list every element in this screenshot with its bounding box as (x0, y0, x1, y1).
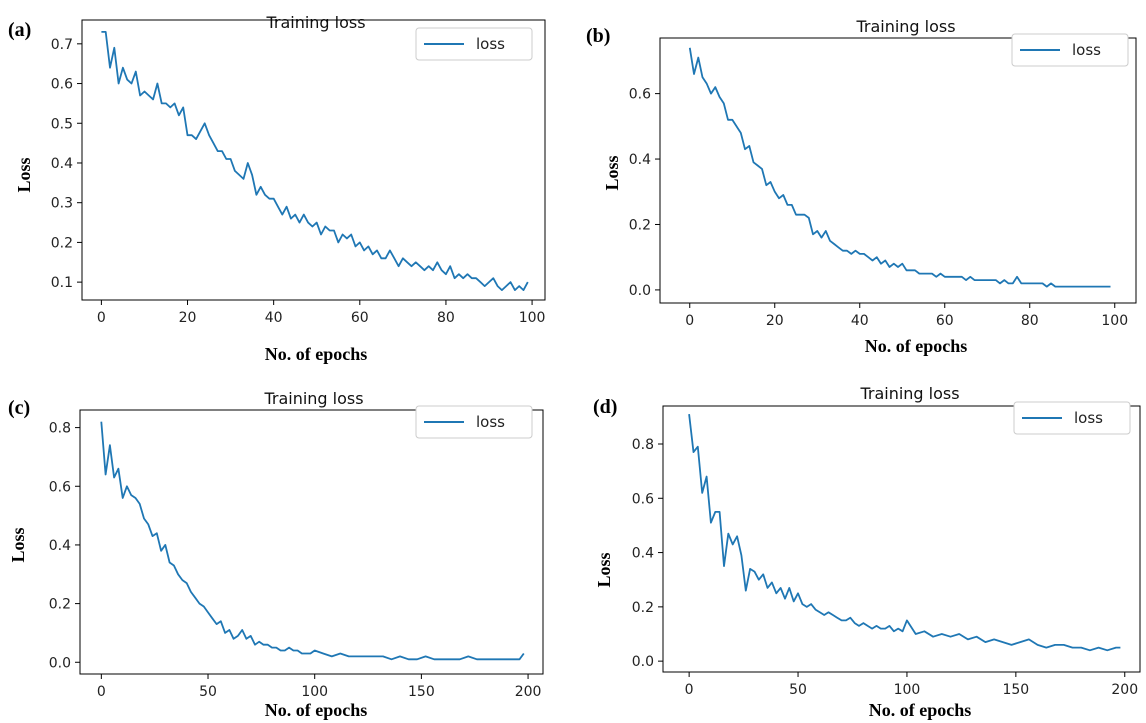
y-tick-label: 0.0 (632, 654, 654, 670)
legend-box (415, 27, 533, 61)
series-line-loss (101, 30, 529, 292)
x-tick-label: 50 (199, 684, 217, 700)
y-tick-label: 0.0 (629, 283, 651, 299)
y-tick-label: 0.6 (49, 479, 71, 495)
x-tick-label: 50 (789, 682, 807, 698)
y-tick-label: 0.0 (49, 655, 71, 671)
y-tick-label: 0.6 (629, 87, 651, 103)
x-tick-label: 100 (519, 310, 546, 326)
y-tick-label: 0.8 (632, 437, 654, 453)
y-axis-label: Loss (602, 155, 622, 190)
x-tick-label: 20 (766, 313, 784, 329)
x-tick-label: 0 (685, 682, 694, 698)
legend-label: loss (476, 413, 505, 431)
y-tick-label: 0.2 (51, 235, 73, 251)
panel-3: (d) Training loss 0 50 100 150 200 0.0 0.2 0.4 0.6… (593, 384, 1141, 720)
y-tick-label: 0.4 (49, 538, 71, 554)
chart-title: Training loss (263, 389, 363, 408)
series-line-loss (688, 413, 1121, 652)
x-tick-label: 60 (936, 313, 954, 329)
y-axis-label: Loss (14, 157, 34, 192)
x-tick-label: 0 (97, 684, 106, 700)
y-tick-label: 0.5 (51, 116, 73, 132)
x-tick-label: 40 (851, 313, 869, 329)
y-tick-label: 0.6 (51, 77, 73, 93)
legend: loss (1013, 401, 1131, 435)
y-tick-label: 0.1 (51, 275, 73, 291)
chart-title: Training loss (855, 17, 955, 36)
x-axis-label: No. of epochs (265, 344, 368, 364)
y-tick-label: 0.8 (49, 421, 71, 437)
legend-label: loss (476, 35, 505, 53)
x-tick-label: 150 (408, 684, 435, 700)
legend: loss (415, 405, 533, 439)
y-tick-label: 0.4 (629, 152, 651, 168)
x-tick-label: 0 (97, 310, 106, 326)
panel-label: (d) (593, 396, 617, 418)
panel-1: (b) Training loss 0 20 40 60 80 100 0.0 0.2 0.4 0.6… (586, 17, 1137, 356)
x-tick-label: 100 (894, 682, 921, 698)
series-line-loss (100, 421, 525, 661)
panel-label: (c) (8, 397, 30, 419)
series-line-loss (688, 47, 1111, 288)
x-tick-label: 150 (1002, 682, 1029, 698)
x-tick-label: 200 (1111, 682, 1138, 698)
legend-label: loss (1072, 41, 1101, 59)
y-tick-label: 0.2 (49, 597, 71, 613)
y-axis-label: Loss (8, 527, 28, 562)
x-tick-label: 0 (685, 313, 694, 329)
x-tick-label: 100 (301, 684, 328, 700)
y-tick-label: 0.3 (51, 196, 73, 212)
x-tick-label: 80 (1021, 313, 1039, 329)
y-tick-label: 0.2 (629, 217, 651, 233)
panel-0: (a) Training loss 0 20 40 60 80 100 0.1 0.2 0.3 0.4… (8, 13, 546, 364)
x-tick-label: 80 (437, 310, 455, 326)
x-tick-label: 40 (265, 310, 283, 326)
plot-frame (79, 409, 544, 675)
legend-box (415, 405, 533, 439)
y-tick-label: 0.4 (51, 156, 73, 172)
chart-title: Training loss (859, 384, 959, 403)
legend-label: loss (1074, 409, 1103, 427)
panel-label: (b) (586, 25, 610, 47)
legend: loss (415, 27, 533, 61)
x-tick-label: 200 (515, 684, 542, 700)
x-axis-label: No. of epochs (265, 700, 368, 720)
x-axis-label: No. of epochs (865, 336, 968, 356)
legend-box (1013, 401, 1131, 435)
panel-label: (a) (8, 19, 31, 41)
plot-frame (81, 19, 546, 301)
legend-box (1011, 33, 1129, 67)
x-tick-label: 20 (179, 310, 197, 326)
y-tick-label: 0.7 (51, 37, 73, 53)
plot-frame (659, 37, 1137, 304)
x-axis-label: No. of epochs (869, 700, 972, 720)
x-tick-label: 60 (351, 310, 369, 326)
x-tick-label: 100 (1101, 313, 1128, 329)
y-tick-label: 0.6 (632, 491, 654, 507)
plot-frame (662, 405, 1141, 673)
legend: loss (1011, 33, 1129, 67)
y-axis-label: Loss (594, 552, 614, 587)
y-tick-label: 0.4 (632, 546, 654, 562)
chart-title: Training loss (265, 13, 365, 32)
y-tick-label: 0.2 (632, 600, 654, 616)
panel-2: (c) Training loss 0 50 100 150 200 0.0 0.2 0.4 0.6… (8, 389, 544, 720)
